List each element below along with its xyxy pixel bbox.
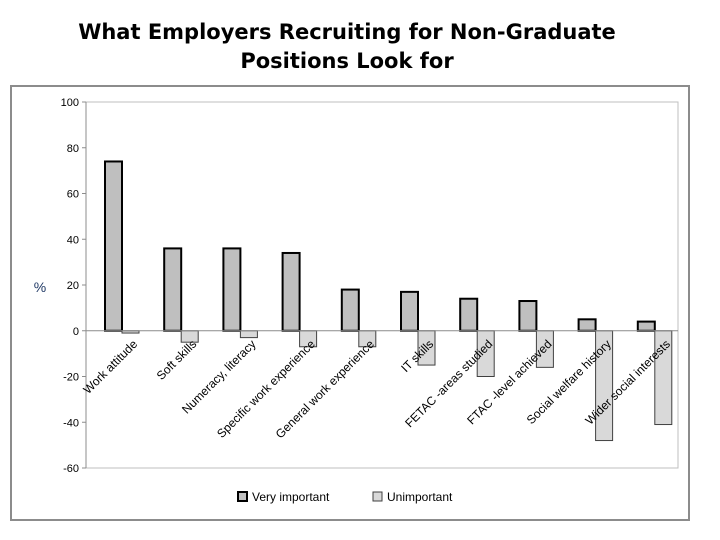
bar-very-important — [577, 318, 597, 332]
bar-unimportant — [239, 330, 258, 339]
bar-very-important — [222, 247, 242, 332]
category-label: General work experience — [273, 337, 377, 441]
y-tick-label: -40 — [63, 417, 79, 429]
legend-label: Very important — [252, 490, 330, 504]
y-tick-label: 80 — [67, 143, 79, 155]
chart-title: What Employers Recruiting for Non-Gradua… — [0, 18, 694, 76]
bar-very-important — [518, 300, 538, 332]
bar-very-important — [340, 288, 360, 332]
bar-very-important — [636, 320, 656, 332]
bar-very-important — [104, 160, 123, 332]
legend-label: Unimportant — [387, 490, 453, 504]
bar-very-important — [281, 251, 301, 332]
y-tick-label: 60 — [67, 189, 79, 201]
y-tick-label: 100 — [61, 97, 79, 109]
category-label: Soft skills — [154, 337, 200, 383]
chart-title-line-2: Positions Look for — [240, 49, 454, 73]
bar-very-important — [400, 290, 419, 332]
category-label: Specific work experience — [214, 337, 318, 441]
legend-swatch — [237, 491, 248, 502]
y-axis-label: % — [34, 279, 46, 295]
y-tick-label: -60 — [63, 463, 79, 475]
legend-swatch — [372, 491, 383, 502]
chart-title-line-1: What Employers Recruiting for Non-Gradua… — [78, 20, 616, 44]
y-tick-label: 0 — [73, 326, 79, 338]
bar-very-important — [163, 247, 183, 332]
y-tick-label: -20 — [63, 372, 79, 384]
category-label: Work attitude — [80, 337, 140, 397]
bar-very-important — [459, 297, 479, 332]
y-tick-label: 20 — [67, 280, 79, 292]
y-tick-label: 40 — [67, 234, 79, 246]
